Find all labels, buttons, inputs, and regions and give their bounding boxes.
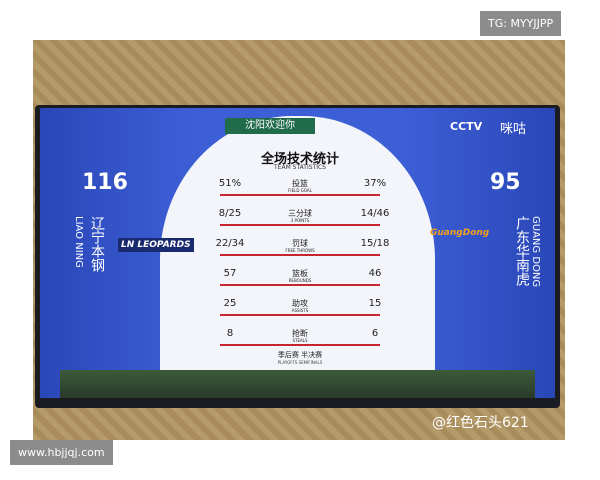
away-score: 95 — [490, 170, 521, 195]
stat-bar — [220, 194, 380, 196]
away-stat: 6 — [371, 328, 379, 339]
court-view — [60, 370, 535, 398]
stat-label: 罚球 — [292, 239, 308, 248]
footer-en: PLAYOFFS SEMIFINALS — [277, 360, 323, 365]
stat-bar — [220, 254, 380, 256]
channel-logo: CCTV — [450, 120, 483, 133]
home-stat: 22/34 — [215, 238, 245, 249]
stat-label: 助攻 — [292, 299, 308, 308]
home-name: 辽宁本钢 — [89, 216, 105, 272]
home-stat: 25 — [223, 298, 237, 309]
stat-label: 投篮 — [292, 179, 308, 188]
platform-logo: 咪咕 — [500, 122, 527, 137]
tv-screen: 沈阳欢迎你 CCTV 咪咕 全场技术统计 TEAM STATISTICS 116… — [40, 108, 555, 398]
stats-panel — [160, 116, 435, 398]
stat-bar — [220, 284, 380, 286]
stat-bar — [220, 344, 380, 346]
home-stat: 51% — [218, 178, 242, 189]
title: 全场技术统计 — [260, 152, 339, 167]
weibo-watermark: @红色石头621 — [432, 415, 529, 431]
away-logo: GuangDong — [430, 228, 490, 238]
home-stat: 8 — [226, 328, 234, 339]
home-score: 116 — [82, 170, 128, 195]
stat-label-en: 3 POINTS — [290, 218, 310, 223]
stat-label-en: ASSISTS — [291, 308, 309, 313]
stat-bar — [220, 224, 380, 226]
home-stat: 8/25 — [218, 208, 242, 219]
away-stat: 46 — [368, 268, 382, 279]
stat-label-en: FIELD GOAL — [288, 188, 312, 193]
stat-label: 三分球 — [288, 209, 312, 218]
away-stat: 37% — [363, 178, 387, 189]
stat-label: 抢断 — [292, 329, 308, 338]
away-stat: 14/46 — [360, 208, 390, 219]
home-stat: 57 — [223, 268, 237, 279]
top-watermark: TG: MYYJJPP — [480, 11, 562, 36]
away-stat: 15/18 — [360, 238, 390, 249]
away-name: 广东华南虎 — [514, 216, 530, 286]
away-stat: 15 — [368, 298, 382, 309]
footer: 季后赛 半决赛 — [277, 351, 323, 359]
away-name-en: GUANG DONG — [530, 216, 541, 288]
stat-label: 篮板 — [292, 269, 308, 278]
subtitle: TEAM STATISTICS — [274, 164, 326, 171]
home-name-en: LIAO NING — [73, 216, 84, 268]
stat-label-en: REBOUNDS — [288, 278, 312, 283]
home-logo: LN LEOPARDS — [118, 238, 194, 252]
banner: 沈阳欢迎你 — [225, 118, 315, 134]
stat-label-en: STEALS — [292, 338, 308, 343]
stat-label-en: FREE THROWS — [285, 248, 315, 253]
bottom-watermark: www.hbjjqj.com — [10, 440, 113, 465]
stat-bar — [220, 314, 380, 316]
